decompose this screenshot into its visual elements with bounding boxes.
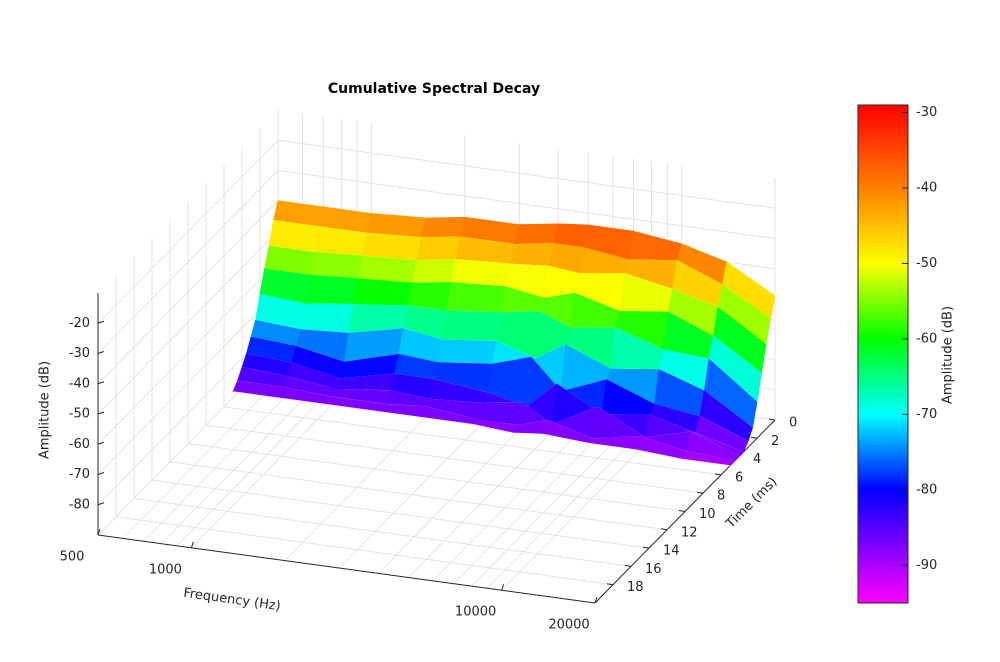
x-axis-label: Frequency (Hz) [182, 586, 281, 614]
surface-patch [300, 303, 354, 334]
y-tick-label: 4 [753, 452, 761, 467]
y-axis-label: Time (ms) [723, 475, 781, 533]
z-tick-label: -70 [69, 467, 90, 482]
grid-line [97, 291, 279, 475]
y-tick-label: 16 [645, 562, 662, 577]
x-axis [97, 534, 596, 604]
z-tick-label: -30 [69, 346, 90, 361]
surface-patch [509, 243, 555, 267]
surface-patch [416, 236, 461, 261]
z-tick-label: -50 [69, 407, 90, 422]
y-tick [660, 528, 668, 531]
y-tick-label: 12 [681, 525, 698, 540]
y-tick-label: 10 [699, 507, 716, 522]
grid-line [97, 139, 279, 324]
x-tick [501, 584, 505, 591]
grid-line [277, 170, 776, 239]
grid-line [187, 443, 686, 512]
grid-line [97, 230, 279, 415]
surface-patch [309, 251, 363, 280]
y-tick-label: 6 [735, 470, 743, 485]
z-tick-label: -60 [69, 437, 90, 452]
z-tick [97, 502, 105, 506]
surface-patch [441, 310, 502, 342]
y-tick [642, 546, 650, 549]
z-tick-label: -80 [69, 497, 90, 512]
y-tick-label: 8 [717, 489, 725, 504]
y-tick [624, 564, 632, 567]
colorbar-tick-label: -50 [916, 256, 937, 271]
surface-patch [304, 274, 359, 305]
colorbar-tick-label: -80 [916, 482, 937, 497]
surface-patch [628, 230, 683, 261]
surface-patch [437, 339, 498, 365]
z-tick [97, 472, 105, 475]
colorbar-tick-label: -40 [916, 181, 937, 196]
grid-line [205, 424, 704, 494]
y-tick [678, 510, 686, 512]
grid-line [97, 170, 279, 354]
x-tick [594, 596, 598, 604]
y-tick [696, 491, 704, 494]
x-tick-label: 1000 [149, 562, 182, 577]
z-tick [97, 320, 105, 324]
z-tick [97, 351, 105, 354]
decay-slice [232, 391, 731, 467]
surface-patch [421, 216, 466, 239]
chart-title: Cumulative Spectral Decay [328, 81, 540, 97]
colorbar-tick-label: -30 [916, 105, 937, 120]
grid-line [151, 479, 650, 549]
grid-line [277, 139, 776, 209]
y-tick [750, 436, 758, 439]
surface-patch [352, 278, 413, 307]
grid-line [133, 497, 632, 567]
surface-patch [446, 281, 507, 313]
y-tick-label: 18 [627, 580, 644, 595]
colorbar [857, 104, 909, 604]
x-tick-label: 500 [60, 550, 85, 565]
surface-patch [412, 259, 457, 284]
y-tick-label: 14 [663, 544, 680, 559]
x-tick [190, 541, 194, 548]
x-tick-label: 10000 [455, 605, 496, 620]
surface-patch [514, 223, 559, 245]
grid-line [115, 516, 614, 586]
grid-line [223, 406, 722, 476]
x-tick-label: 20000 [548, 618, 589, 633]
y-tick [714, 473, 722, 476]
grid-line [97, 260, 279, 445]
x-tick [97, 528, 101, 536]
z-tick [97, 381, 105, 385]
z-tick [97, 441, 105, 445]
grid-line [97, 200, 279, 385]
colorbar-tick-label: -60 [916, 331, 937, 346]
surface-patch [587, 435, 642, 451]
z-tick-label: -40 [69, 376, 90, 391]
grid-line [169, 461, 668, 531]
colorbar-tick-label: -90 [916, 558, 937, 573]
y-tick-label: 2 [771, 434, 779, 449]
y-tick [606, 583, 614, 586]
colorbar-tick-label: -70 [916, 407, 937, 422]
surface [232, 200, 776, 467]
y-tick-label: 0 [789, 416, 797, 431]
z-tick-label: -20 [69, 316, 90, 331]
z-axis-label: Amplitude (dB) [38, 361, 53, 459]
colorbar-label: Amplitude (dB) [941, 306, 956, 404]
y-tick [768, 418, 776, 421]
z-tick [97, 411, 105, 415]
